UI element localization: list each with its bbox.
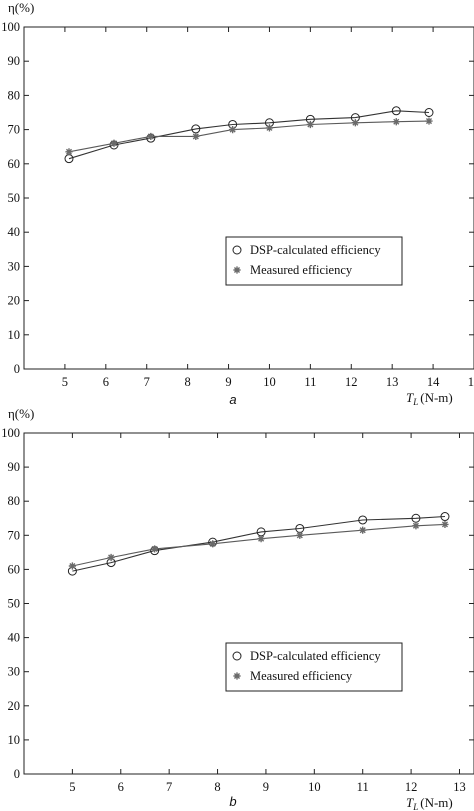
x-tick-label: 8 [185, 375, 191, 389]
data-point-measured [412, 522, 420, 530]
y-tick-label: 50 [8, 191, 21, 205]
data-point-measured [229, 126, 237, 134]
panel-label: a [229, 392, 236, 407]
data-point-measured [107, 553, 115, 562]
y-tick-label: 60 [8, 562, 21, 576]
y-tick-label: 60 [8, 157, 21, 171]
y-tick-label: 40 [8, 631, 21, 645]
y-tick-label: 100 [1, 20, 20, 34]
x-tick-label: 5 [62, 375, 68, 389]
x-tick-label: 6 [103, 375, 109, 389]
y-tick-label: 90 [8, 54, 21, 68]
y-tick-label: 30 [8, 665, 21, 679]
y-tick-label: 80 [8, 494, 21, 508]
y-tick-label: 70 [8, 528, 21, 542]
chart-panel-b: 0 10 20 30 40 50 60 70 80 90 100 5 6 7 8 9 10 11 12 13 η(%) T… [1, 406, 474, 811]
x-tick-label: 7 [166, 780, 172, 794]
x-tick-label: 10 [308, 780, 321, 794]
x-axis-label-unit: (N-m) [420, 390, 453, 405]
data-point-measured [257, 535, 265, 543]
series-line-measured [72, 523, 446, 567]
legend-box [225, 642, 403, 692]
data-point-dsp [391, 106, 401, 116]
series-line-measured [68, 120, 430, 153]
y-tick-label: 0 [14, 767, 20, 781]
x-tick-label: 9 [263, 780, 269, 794]
panel-label: b [229, 794, 236, 809]
x-tick-label: 12 [345, 375, 358, 389]
legend-marker-measured [233, 266, 241, 274]
data-point-measured [425, 117, 433, 125]
series-line-dsp [72, 515, 446, 572]
data-point-dsp [440, 512, 450, 522]
plot-frame [23, 26, 474, 370]
data-point-dsp [424, 108, 434, 117]
y-tick-label: 10 [8, 733, 21, 747]
data-point-measured [209, 540, 217, 548]
legend-label: DSP-calculated efficiency [250, 649, 381, 663]
y-tick-label: 70 [8, 123, 21, 137]
data-point-measured [192, 132, 200, 141]
data-point-measured [296, 531, 304, 539]
y-axis-label: η(%) [8, 406, 34, 421]
legend-marker-dsp [232, 245, 242, 255]
x-tick-label: 6 [118, 780, 124, 794]
x-axis-label-symbol: T [406, 390, 414, 405]
x-tick-label: 12 [405, 780, 418, 794]
legend-box [225, 236, 403, 286]
plot-frame [23, 432, 474, 775]
x-tick-label: 8 [214, 780, 220, 794]
y-tick-label: 10 [8, 328, 21, 342]
data-point-measured [359, 526, 367, 534]
legend-label: DSP-calculated efficiency [250, 243, 381, 257]
data-point-measured [110, 139, 118, 147]
y-tick-label: 90 [8, 460, 21, 474]
x-tick-label: 11 [357, 780, 369, 794]
y-tick-label: 100 [1, 426, 20, 440]
legend: DSP-calculated efficiency Measured effici… [225, 642, 403, 692]
y-tick-label: 20 [8, 699, 21, 713]
x-axis-label-subscript: L [412, 397, 418, 407]
x-tick-label: 9 [225, 375, 231, 389]
data-point-measured [65, 148, 73, 156]
x-axis-label: TL (N-m) [406, 390, 453, 407]
x-tick-label: 7 [144, 375, 150, 389]
x-tick-label: 13 [386, 375, 399, 389]
x-tick-label: 11 [304, 375, 316, 389]
y-tick-label: 80 [8, 88, 21, 102]
legend-marker-dsp [232, 651, 242, 661]
x-axis-label: TL (N-m) [406, 795, 453, 811]
x-tick-label: 10 [263, 375, 276, 389]
y-axis-label: η(%) [8, 0, 34, 15]
x-axis-label-subscript: L [412, 802, 418, 811]
data-point-measured [265, 124, 274, 132]
series-line-dsp [68, 110, 430, 160]
x-axis-label-symbol: T [406, 795, 414, 810]
data-point-measured [392, 118, 400, 126]
data-point-measured [351, 119, 359, 127]
legend-marker-measured [233, 672, 241, 680]
chart-panel-a: 0 10 20 30 40 50 60 70 80 90 100 5 6 7 8 9 10 11 12 13 14 15 η… [1, 0, 474, 407]
x-axis-label-unit: (N-m) [420, 795, 453, 810]
x-tick-label: 14 [427, 375, 440, 389]
data-point-measured [68, 562, 76, 570]
data-point-measured [147, 132, 155, 141]
data-point-dsp [358, 515, 368, 525]
x-tick-label: 5 [69, 780, 75, 794]
y-tick-label: 50 [8, 597, 21, 611]
y-tick-label: 40 [8, 225, 21, 239]
data-point-measured [151, 545, 159, 553]
y-tick-label: 30 [8, 259, 21, 273]
data-point-measured [306, 120, 314, 129]
y-tick-label: 0 [14, 362, 20, 376]
legend-label: Measured efficiency [250, 263, 353, 277]
x-tick-label: 15 [468, 375, 474, 389]
x-tick-label: 13 [453, 780, 466, 794]
legend: DSP-calculated efficiency Measured effici… [225, 236, 403, 286]
legend-label: Measured efficiency [250, 669, 353, 683]
data-point-measured [441, 520, 449, 528]
y-tick-label: 20 [8, 294, 21, 308]
